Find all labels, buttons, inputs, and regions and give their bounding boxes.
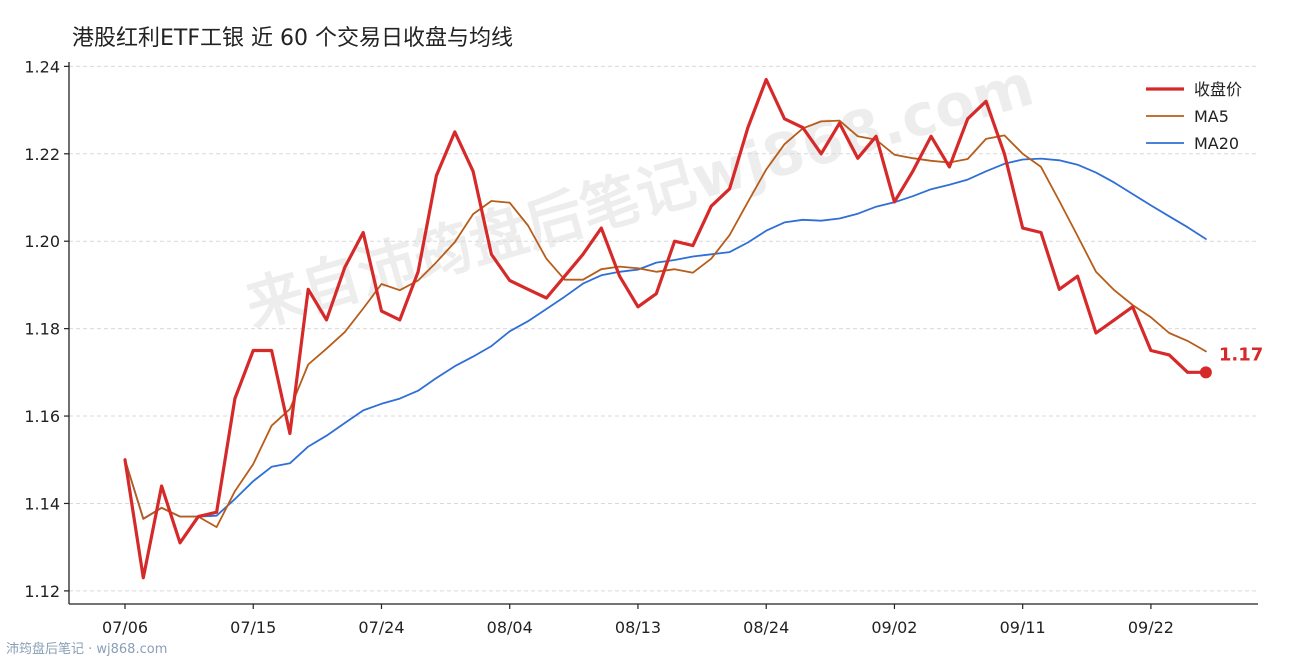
x-tick-label: 08/04: [487, 618, 533, 637]
legend-label: MA5: [1194, 107, 1229, 126]
y-tick-label: 1.14: [24, 494, 60, 513]
x-tick-label: 07/06: [102, 618, 148, 637]
legend-label: 收盘价: [1194, 80, 1242, 99]
y-tick-label: 1.20: [24, 232, 60, 251]
x-tick-label: 09/02: [871, 618, 917, 637]
y-tick-label: 1.18: [24, 320, 60, 339]
legend-label: MA20: [1194, 134, 1239, 153]
series-line-MA20: [124, 157, 1207, 520]
x-tick-label: 08/13: [615, 618, 661, 637]
chart-title: 港股红利ETF工银 近 60 个交易日收盘与均线: [72, 26, 513, 51]
x-tick-label: 07/15: [230, 618, 276, 637]
footer-credit: 沛筠盘后笔记 · wj868.com: [6, 642, 168, 657]
y-tick-label: 1.24: [24, 57, 60, 76]
y-tick-label: 1.22: [24, 145, 60, 164]
y-tick-label: 1.12: [24, 582, 60, 601]
x-tick-label: 09/11: [1000, 618, 1046, 637]
watermark: 来自沛筠盘后笔记wj868.com: [238, 51, 1040, 341]
x-tick-label: 07/24: [358, 618, 404, 637]
series-line-收盘价: [123, 77, 1208, 580]
last-close-label: 1.17: [1219, 344, 1263, 365]
x-tick-label: 08/24: [743, 618, 789, 637]
y-tick-label: 1.16: [24, 407, 60, 426]
x-tick-label: 09/22: [1128, 618, 1174, 637]
last-close-marker: [1199, 366, 1212, 379]
